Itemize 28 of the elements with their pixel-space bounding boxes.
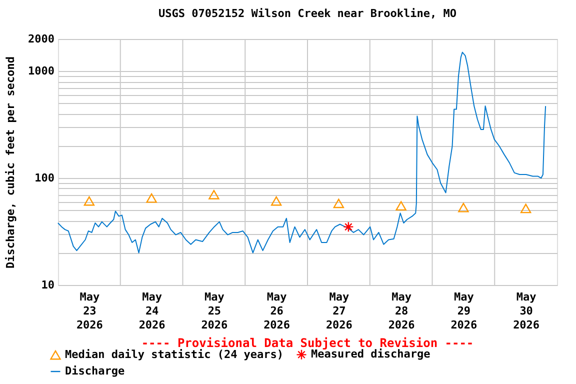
y-tick-label: 2000 bbox=[28, 32, 54, 46]
y-tick-label: 10 bbox=[41, 278, 54, 292]
legend-label: Measured discharge bbox=[311, 348, 431, 361]
y-tick-label: 1000 bbox=[28, 64, 54, 78]
x-tick-label: May 28 2026 bbox=[388, 290, 416, 332]
x-tick-label: May 25 2026 bbox=[201, 290, 228, 332]
legend-label: Discharge bbox=[65, 364, 125, 378]
point bbox=[520, 204, 532, 214]
legend-label: Median daily statistic (24 years) bbox=[65, 348, 284, 361]
x-tick-label: May 27 2026 bbox=[326, 290, 353, 332]
point bbox=[84, 196, 95, 206]
point bbox=[333, 198, 344, 208]
line-series bbox=[58, 52, 546, 254]
chart-title: USGS 07052152 Wilson Creek near Brookline, MO bbox=[158, 7, 457, 20]
point bbox=[146, 193, 157, 203]
point bbox=[343, 221, 354, 232]
text: ---- Provisional Data Subject to Revision ---- bbox=[141, 336, 474, 350]
x-tick-label: May 26 2026 bbox=[264, 290, 290, 332]
point bbox=[208, 190, 220, 200]
y-tick-label: 100 bbox=[34, 172, 54, 185]
y-axis-title: Discharge, cubic feet per second bbox=[4, 56, 18, 268]
x-tick-label: May 30 2026 bbox=[513, 290, 540, 332]
x-tick-label: May 29 2026 bbox=[450, 290, 478, 332]
point bbox=[458, 202, 469, 212]
x-tick-label: May 24 2026 bbox=[138, 290, 166, 332]
x-tick-label: May 23 2026 bbox=[76, 290, 104, 332]
point bbox=[270, 196, 282, 206]
point bbox=[396, 201, 406, 211]
